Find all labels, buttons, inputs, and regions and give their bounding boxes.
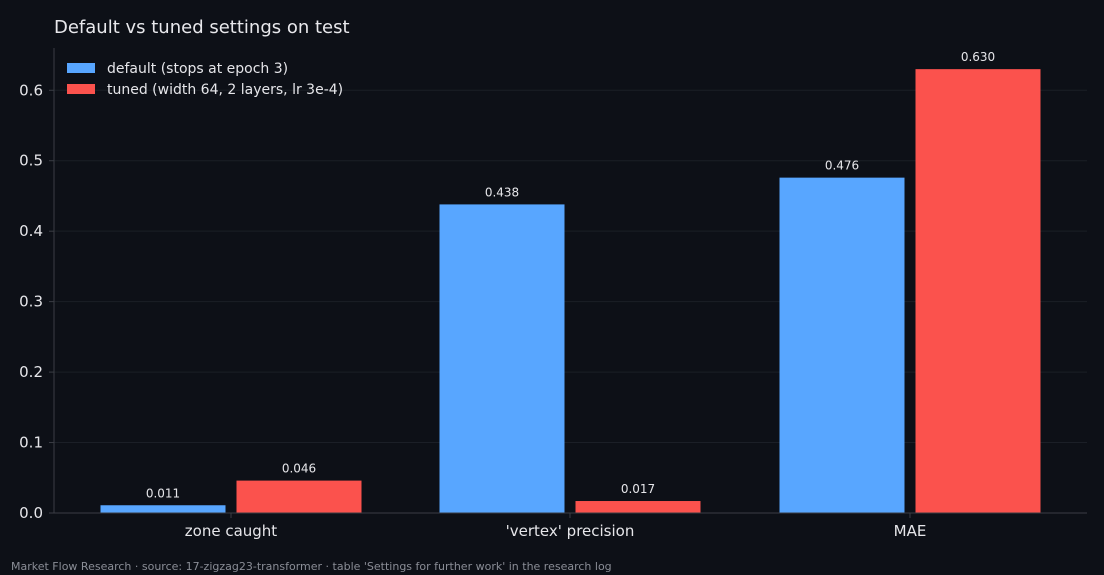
axes: 0.0 0.1 0.2 0.3 0.4 0.5 0.6 zone caught 'vertex'… bbox=[19, 48, 1087, 540]
y-tick-label: 0.3 bbox=[19, 293, 43, 311]
bar-value-label: 0.630 bbox=[961, 50, 995, 64]
bar-value-label: 0.438 bbox=[485, 185, 519, 199]
bars: 0.011 0.046 0.438 0.017 0.476 0.630 bbox=[100, 50, 1041, 514]
grid-lines bbox=[54, 89, 1087, 444]
legend-swatch bbox=[67, 84, 95, 94]
y-tick-label: 0.2 bbox=[19, 363, 43, 381]
bar-value-label: 0.011 bbox=[146, 486, 180, 500]
y-tick-label: 0.0 bbox=[19, 504, 43, 522]
x-tick-label: MAE bbox=[894, 522, 927, 540]
bar bbox=[439, 204, 565, 513]
legend-label: default (stops at epoch 3) bbox=[107, 61, 288, 77]
chart-title: Default vs tuned settings on test bbox=[54, 17, 350, 38]
bar bbox=[236, 480, 362, 513]
footer-source-note: Market Flow Research · source: 17-zigzag… bbox=[11, 560, 612, 573]
bar-value-label: 0.476 bbox=[825, 159, 859, 173]
x-tick-label: 'vertex' precision bbox=[506, 522, 635, 540]
y-tick-label: 0.4 bbox=[19, 222, 43, 240]
bar bbox=[915, 69, 1041, 514]
legend-label: tuned (width 64, 2 layers, lr 3e-4) bbox=[107, 82, 343, 98]
bar bbox=[779, 177, 905, 514]
x-tick-label: zone caught bbox=[185, 522, 278, 540]
bar bbox=[575, 501, 701, 513]
bar bbox=[100, 505, 226, 513]
y-tick-label: 0.5 bbox=[19, 152, 43, 170]
legend: default (stops at epoch 3) tuned (width 6… bbox=[67, 61, 343, 98]
legend-swatch bbox=[67, 63, 95, 73]
bar-value-label: 0.046 bbox=[282, 462, 316, 476]
y-tick-label: 0.6 bbox=[19, 81, 43, 99]
y-tick-label: 0.1 bbox=[19, 434, 43, 452]
bar-value-label: 0.017 bbox=[621, 482, 655, 496]
